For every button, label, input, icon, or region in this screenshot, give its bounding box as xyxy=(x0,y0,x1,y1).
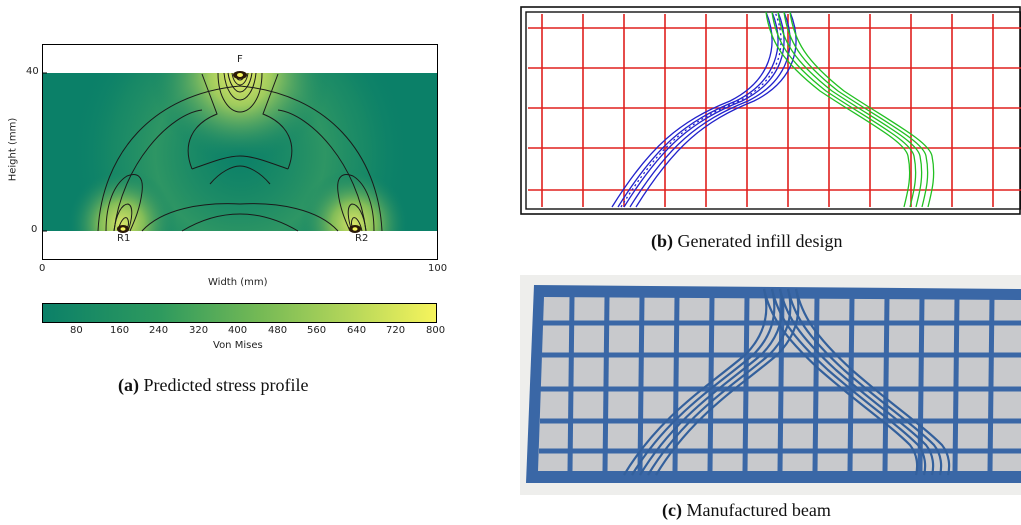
caption-a-text: Predicted stress profile xyxy=(143,375,309,395)
colorbar-label: Von Mises xyxy=(213,340,263,351)
caption-c-tag: (c) xyxy=(662,500,682,520)
caption-b-tag: (b) xyxy=(651,231,673,251)
caption-c: (c) Manufactured beam xyxy=(662,500,831,521)
colorbar-tick: 640 xyxy=(347,325,367,336)
stress-contour-plot xyxy=(42,44,438,260)
caption-b-text: Generated infill design xyxy=(677,231,843,251)
panel-c: (c) Manufactured beam xyxy=(520,275,1021,525)
colorbar xyxy=(42,303,437,323)
panel-b: (b) Generated infill design xyxy=(520,6,1021,256)
colorbar-tick: 480 xyxy=(268,325,288,336)
caption-b: (b) Generated infill design xyxy=(651,231,842,252)
colorbar-tick: 400 xyxy=(228,325,248,336)
colorbar-ticks: 80 160 240 320 400 480 560 640 720 800 xyxy=(42,325,445,339)
manufactured-beam-photo xyxy=(520,275,1021,495)
y-tick-0: 0 xyxy=(31,224,38,235)
caption-c-text: Manufactured beam xyxy=(686,500,831,520)
caption-a-tag: (a) xyxy=(118,375,139,395)
colorbar-tick: 320 xyxy=(189,325,209,336)
support-left-label: R1 xyxy=(117,233,131,244)
infill-design-drawing xyxy=(520,6,1021,215)
colorbar-tick: 240 xyxy=(149,325,169,336)
load-label: F xyxy=(237,54,243,65)
colorbar-tick: 160 xyxy=(110,325,130,336)
colorbar-tick: 800 xyxy=(426,325,446,336)
colorbar-tick: 720 xyxy=(386,325,406,336)
x-tick-100: 100 xyxy=(428,263,448,274)
panel-a: F R1 R2 40 0 0 100 Height (mm) Width (mm… xyxy=(0,0,470,420)
colorbar-tick: 560 xyxy=(307,325,327,336)
support-right-label: R2 xyxy=(355,233,369,244)
y-axis-label: Height (mm) xyxy=(7,117,19,182)
x-tick-0: 0 xyxy=(39,263,46,274)
caption-a: (a) Predicted stress profile xyxy=(118,375,308,396)
x-axis-label: Width (mm) xyxy=(208,277,268,288)
y-tick-40: 40 xyxy=(26,66,39,77)
colorbar-tick: 80 xyxy=(70,325,83,336)
